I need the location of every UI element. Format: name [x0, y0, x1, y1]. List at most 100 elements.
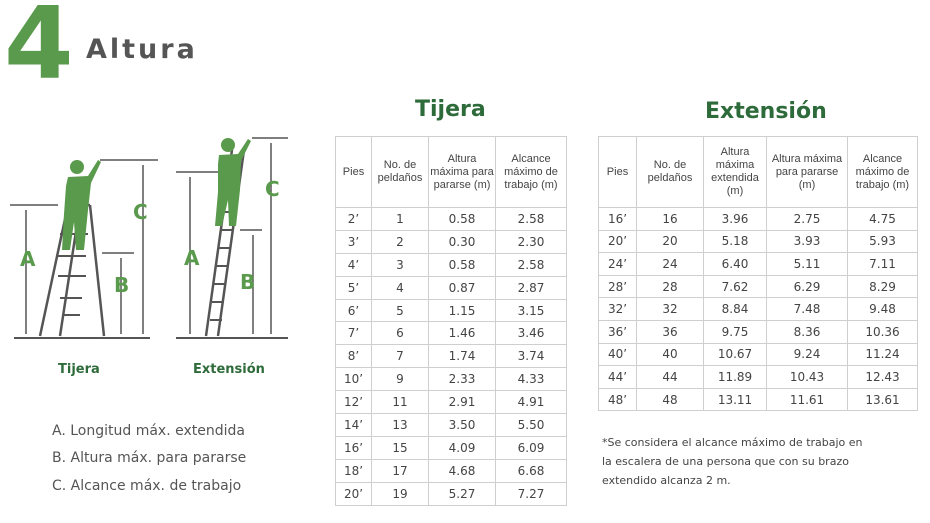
table-cell: 4’: [335, 252, 372, 277]
label-c-extension: C: [265, 177, 280, 201]
table-cell: 9.75: [703, 319, 767, 344]
label-c-tijera: C: [133, 200, 148, 224]
table-cell: 0.87: [428, 275, 496, 300]
table-cell: 3.15: [495, 298, 567, 323]
table-cell: 4.75: [847, 207, 918, 231]
extension-caption: Extensión: [193, 362, 265, 377]
table-cell: 3.50: [428, 413, 496, 437]
table-cell: 4.09: [428, 435, 496, 460]
table-row: 3’ 2 0.30 2.30: [335, 229, 567, 254]
column-header: No. de peldaños: [636, 136, 704, 208]
table-cell: 10.67: [703, 342, 767, 367]
table-row: 5’ 4 0.87 2.87: [335, 275, 567, 300]
table-cell: 11.89: [703, 365, 767, 389]
table-cell: 0.58: [428, 252, 496, 277]
table-cell: 6.09: [495, 435, 567, 460]
table-cell: 5.18: [703, 229, 767, 254]
table-cell: 5.93: [847, 229, 918, 254]
extension-person-icon: [215, 138, 251, 226]
extension-measure-lines: [176, 137, 288, 334]
table-cell: 4.91: [495, 390, 567, 415]
table-cell: 36’: [598, 319, 637, 344]
label-a-tijera: A: [20, 247, 36, 271]
table-cell: 8.29: [847, 274, 918, 299]
table-cell: 16’: [598, 207, 637, 231]
table-row: 16’ 15 4.09 6.09: [335, 435, 567, 460]
ladder-illustration: [10, 137, 288, 339]
table-cell: 3.93: [766, 229, 848, 254]
table-cell: 5.11: [766, 252, 848, 276]
label-b-tijera: B: [114, 273, 130, 297]
table-cell: 2: [371, 229, 429, 254]
table-cell: 7’: [335, 321, 372, 346]
tijera-caption: Tijera: [58, 362, 100, 377]
table-cell: 3: [371, 252, 429, 277]
table-cell: 8’: [335, 344, 372, 369]
table-cell: 40’: [598, 342, 637, 367]
table-cell: 12’: [335, 390, 372, 415]
table-cell: 11.24: [847, 342, 918, 367]
table-cell: 24: [636, 252, 704, 276]
footnote: *Se considera el alcance máximo de traba…: [602, 436, 863, 487]
column-header: Altura máxima para pararse (m): [428, 136, 496, 208]
column-header: Pies: [598, 136, 637, 208]
table-cell: 28: [636, 274, 704, 299]
table-cell: 2.58: [495, 207, 567, 231]
table-cell: 13.61: [847, 387, 918, 412]
table-row: 20’ 19 5.27 7.27: [335, 481, 567, 506]
table-cell: 7.62: [703, 274, 767, 299]
table-cell: 2.58: [495, 252, 567, 277]
table-cell: 48’: [598, 387, 637, 412]
label-a-extension: A: [184, 246, 200, 270]
table-cell: 7: [371, 344, 429, 369]
table-cell: 15: [371, 435, 429, 460]
table-cell: 0.30: [428, 229, 496, 254]
table-cell: 5: [371, 298, 429, 323]
table-row: 28’ 28 7.62 6.29 8.29: [598, 274, 918, 299]
table-cell: 28’: [598, 274, 637, 299]
table-cell: 18’: [335, 458, 372, 483]
table-row: 20’ 20 5.18 3.93 5.93: [598, 229, 918, 254]
page-title: Altura: [86, 34, 198, 65]
table-cell: 4: [371, 275, 429, 300]
table-cell: 12.43: [847, 365, 918, 389]
column-header: Altura máxima extendida (m): [703, 136, 767, 208]
table-cell: 6’: [335, 298, 372, 323]
table-cell: 9: [371, 367, 429, 392]
table-cell: 1.15: [428, 298, 496, 323]
extension-table: Pies No. de peldaños Altura máxima exten…: [598, 136, 918, 412]
table-cell: 14’: [335, 413, 372, 437]
table-cell: 13.11: [703, 387, 767, 412]
table-cell: 5.27: [428, 481, 496, 506]
table-cell: 11.61: [766, 387, 848, 412]
table-row: 32’ 32 8.84 7.48 9.48: [598, 297, 918, 321]
table-row: 36’ 36 9.75 8.36 10.36: [598, 319, 918, 344]
table-cell: 44’: [598, 365, 637, 389]
table-row: 8’ 7 1.74 3.74: [335, 344, 567, 369]
table-cell: 7.27: [495, 481, 567, 506]
table-cell: 17: [371, 458, 429, 483]
tijera-measure-lines: [10, 159, 158, 334]
table-cell: 6.68: [495, 458, 567, 483]
legend-item-a: A. Longitud máx. extendida: [52, 423, 245, 439]
table-row: 2’ 1 0.58 2.58: [335, 207, 567, 231]
table-cell: 3.46: [495, 321, 567, 346]
table-cell: 19: [371, 481, 429, 506]
tijera-table-title: Tijera: [415, 97, 486, 122]
tijera-table: Pies No. de peldaños Altura máxima para …: [335, 136, 567, 506]
table-cell: 32’: [598, 297, 637, 321]
table-cell: 4.68: [428, 458, 496, 483]
table-cell: 32: [636, 297, 704, 321]
tijera-person-icon: [62, 160, 101, 250]
legend-item-b: B. Altura máx. para pararse: [52, 450, 247, 466]
table-cell: 20’: [598, 229, 637, 254]
table-cell: 44: [636, 365, 704, 389]
table-row: 12’ 11 2.91 4.91: [335, 390, 567, 415]
table-cell: 1.46: [428, 321, 496, 346]
table-row: 48’ 48 13.11 11.61 13.61: [598, 387, 918, 412]
column-header: No. de peldaños: [371, 136, 429, 208]
table-cell: 36: [636, 319, 704, 344]
column-header: Alcance máximo de trabajo (m): [847, 136, 918, 208]
table-cell: 2’: [335, 207, 372, 231]
table-cell: 9.48: [847, 297, 918, 321]
